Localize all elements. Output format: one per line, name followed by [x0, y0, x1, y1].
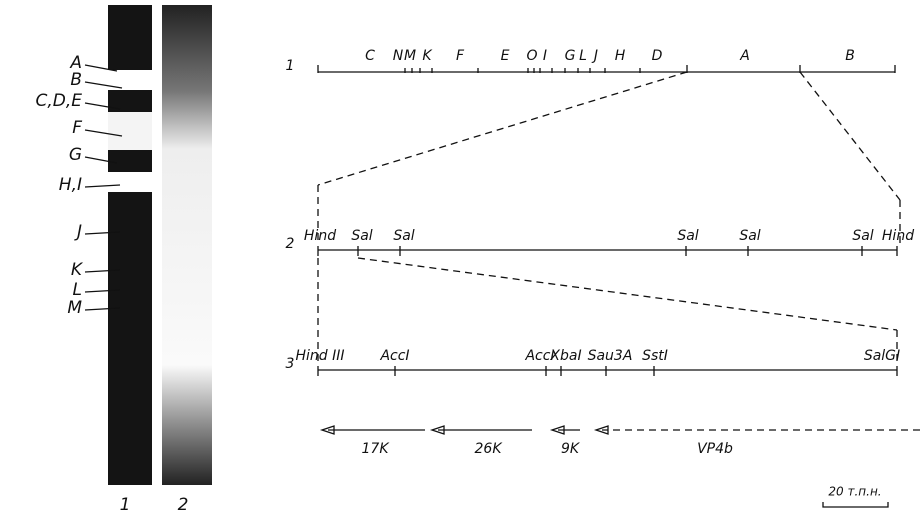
site-label: N: [393, 48, 404, 64]
site-label: Sau3A: [588, 348, 633, 364]
site-label: F: [456, 48, 465, 64]
site-label: Sal: [852, 228, 873, 244]
site-label: O: [526, 48, 537, 64]
band-label: M: [67, 298, 82, 318]
site-label: Hind: [882, 228, 914, 244]
gap: [108, 112, 152, 150]
band-label: H,I: [59, 175, 82, 195]
zoom-line: [800, 72, 900, 200]
site-label: Hind III: [295, 348, 344, 364]
lane-2: [162, 5, 212, 485]
row-label: 2: [286, 236, 295, 252]
site-label: K: [422, 48, 433, 64]
site-label: SstI: [642, 348, 668, 364]
site-label: H: [615, 48, 626, 64]
site-label: C: [365, 48, 375, 64]
row-label: 3: [286, 356, 295, 372]
zoom-line: [358, 258, 897, 330]
site-label: Hind: [304, 228, 336, 244]
site-label: SalGI: [864, 348, 900, 364]
band-label: J: [74, 222, 82, 242]
scale-bar: [823, 502, 888, 507]
site-label: L: [579, 48, 587, 64]
gene-label: 17K: [362, 441, 391, 457]
band-label: L: [73, 280, 82, 300]
scale-label: 20 т.п.н.: [828, 485, 881, 499]
site-label: AccI: [379, 348, 409, 364]
site-label: I: [543, 48, 547, 64]
gene-label: 26K: [475, 441, 504, 457]
band-label: F: [72, 118, 82, 138]
gap: [108, 172, 152, 192]
lane-label: 1: [120, 495, 131, 515]
gel: [108, 5, 212, 485]
site-label: J: [591, 48, 598, 64]
site-label: A: [739, 48, 750, 64]
figure: ABC,D,EFGH,IJKLM121CNMKFEOIGLJHDAB2HindS…: [0, 0, 924, 522]
band-label: C,D,E: [35, 91, 82, 111]
site-label: XbaI: [549, 348, 581, 364]
site-label: Sal: [393, 228, 414, 244]
gene-label: VP4b: [697, 441, 733, 457]
band-label: K: [71, 260, 84, 280]
site-label: B: [845, 48, 855, 64]
site-label: E: [501, 48, 510, 64]
site-label: M: [404, 48, 416, 64]
site-label: Sal: [677, 228, 698, 244]
band-label: B: [70, 70, 82, 90]
zoom-line: [318, 72, 687, 185]
gene-label: 9K: [561, 441, 581, 457]
row-label: 1: [286, 58, 295, 74]
site-label: D: [652, 48, 663, 64]
site-label: Sal: [351, 228, 372, 244]
lane-label: 2: [178, 495, 189, 515]
site-label: G: [565, 48, 576, 64]
site-label: Sal: [739, 228, 760, 244]
band-label: G: [69, 145, 82, 165]
